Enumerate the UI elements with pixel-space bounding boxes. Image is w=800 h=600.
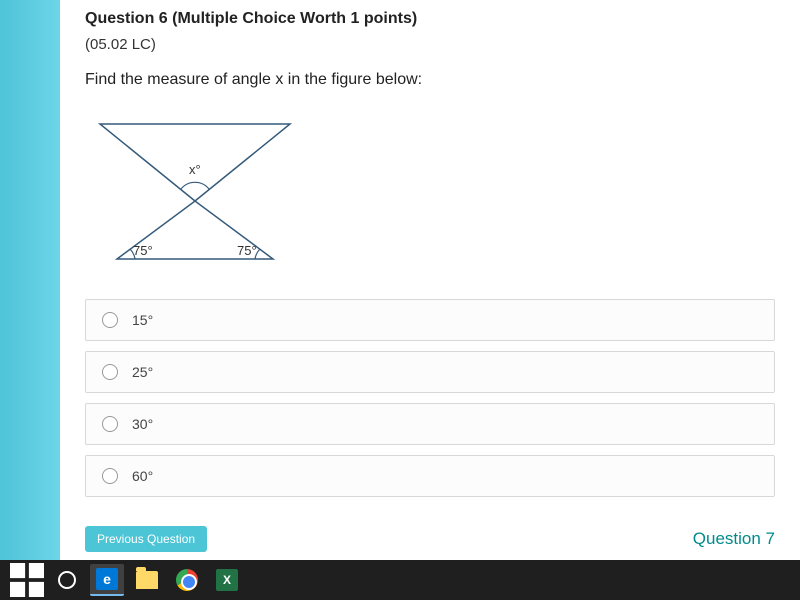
quiz-content: Question 6 (Multiple Choice Worth 1 poin… — [60, 0, 800, 560]
radio-icon — [102, 468, 118, 484]
radio-icon — [102, 416, 118, 432]
question-header: Question 6 (Multiple Choice Worth 1 poin… — [85, 10, 775, 28]
option-d[interactable]: 60° — [85, 455, 775, 497]
radio-icon — [102, 364, 118, 380]
file-explorer-button[interactable] — [130, 564, 164, 596]
windows-icon — [10, 563, 44, 597]
windows-taskbar: e X — [0, 560, 800, 600]
label-right-75: 75° — [237, 243, 257, 258]
question-points: (Multiple Choice Worth 1 points) — [172, 10, 417, 27]
question-number: Question 6 — [85, 10, 168, 27]
option-a[interactable]: 15° — [85, 299, 775, 341]
edge-icon: e — [96, 568, 118, 590]
cortana-button[interactable] — [50, 564, 84, 596]
radio-icon — [102, 312, 118, 328]
angle-arc-x — [181, 182, 209, 189]
browser-sidebar — [0, 0, 60, 600]
question-counter: Question 7 — [693, 529, 775, 549]
excel-button[interactable]: X — [210, 564, 244, 596]
option-b-label: 25° — [132, 364, 153, 380]
start-button[interactable] — [10, 564, 44, 596]
option-c[interactable]: 30° — [85, 403, 775, 445]
geometry-figure: x° 75° 75° — [85, 109, 775, 279]
option-b[interactable]: 25° — [85, 351, 775, 393]
option-d-label: 60° — [132, 468, 153, 484]
option-a-label: 15° — [132, 312, 153, 328]
quiz-nav-bar: Previous Question Question 7 — [60, 518, 800, 560]
edge-button[interactable]: e — [90, 564, 124, 596]
question-prompt: Find the measure of angle x in the figur… — [85, 71, 775, 89]
answer-options: 15° 25° 30° 60° — [85, 299, 775, 497]
cortana-icon — [58, 571, 76, 589]
label-left-75: 75° — [133, 243, 153, 258]
chrome-button[interactable] — [170, 564, 204, 596]
previous-question-button[interactable]: Previous Question — [85, 526, 207, 552]
chrome-icon — [176, 569, 198, 591]
label-x: x° — [189, 162, 201, 177]
folder-icon — [136, 571, 158, 589]
excel-icon: X — [216, 569, 238, 591]
lesson-code: (05.02 LC) — [85, 36, 775, 53]
option-c-label: 30° — [132, 416, 153, 432]
